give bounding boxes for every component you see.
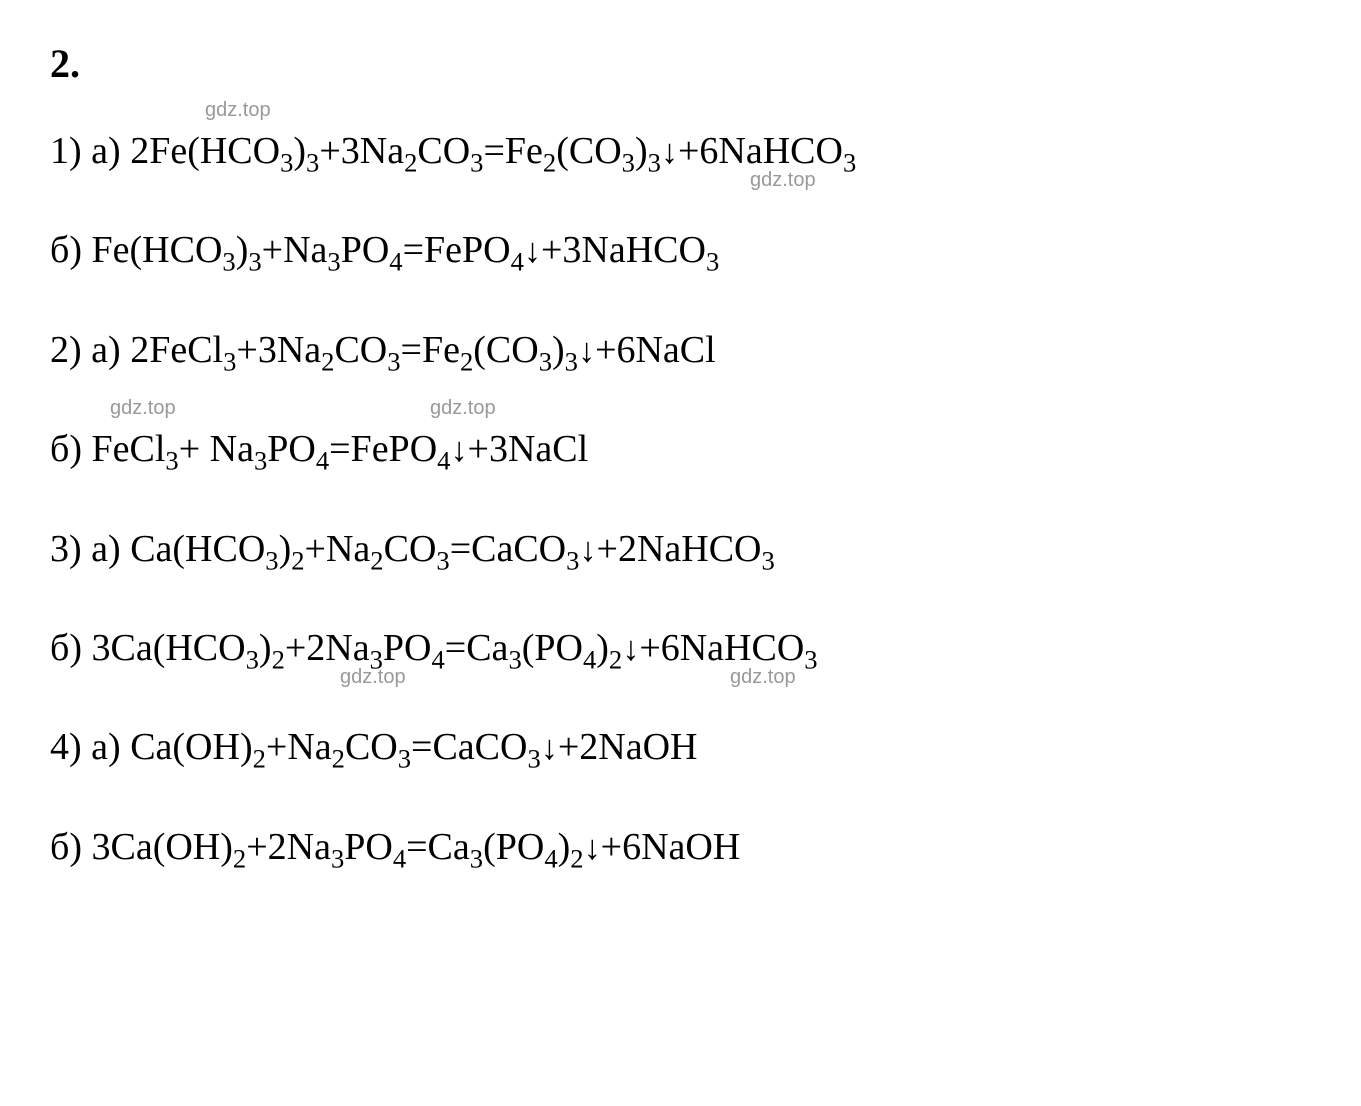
equation-label: 3) а)	[50, 528, 130, 570]
equation-block: 4) а) Ca(OH)2+Na2CO3=CaCO3↓+2NaOH	[50, 723, 1311, 772]
equation-label: 4) а)	[50, 726, 130, 768]
equation-label: б)	[50, 627, 92, 669]
equation-block: б) FeCl3+ Na3PO4=FePO4↓+3NaClgdz.topgdz.…	[50, 425, 1311, 474]
equation-line: 1) а) 2Fe(HCO3)3+3Na2CO3=Fe2(CO3)3↓+6NaH…	[50, 127, 1311, 176]
equation-formula: 3Ca(HCO3)2+2Na3PO4=Ca3(PO4)2↓+6NaHCO3	[92, 627, 818, 669]
equation-label: б)	[50, 826, 92, 868]
equation-line: б) 3Ca(OH)2+2Na3PO4=Ca3(PO4)2↓+6NaOH	[50, 823, 1311, 872]
watermark-text: gdz.top	[730, 666, 796, 689]
watermark-text: gdz.top	[205, 99, 271, 122]
equation-block: б) 3Ca(HCO3)2+2Na3PO4=Ca3(PO4)2↓+6NaHCO3…	[50, 624, 1311, 673]
equation-formula: Ca(OH)2+Na2CO3=CaCO3↓+2NaOH	[130, 726, 697, 768]
equation-line: б) Fe(HCO3)3+Na3PO4=FePO4↓+3NaHCO3	[50, 226, 1311, 275]
watermark-text: gdz.top	[340, 666, 406, 689]
equation-block: б) Fe(HCO3)3+Na3PO4=FePO4↓+3NaHCO3	[50, 226, 1311, 275]
equation-formula: 2Fe(HCO3)3+3Na2CO3=Fe2(CO3)3↓+6NaHCO3	[130, 130, 856, 172]
equation-block: б) 3Ca(OH)2+2Na3PO4=Ca3(PO4)2↓+6NaOH	[50, 823, 1311, 872]
equation-line: 2) а) 2FeCl3+3Na2CO3=Fe2(CO3)3↓+6NaCl	[50, 326, 1311, 375]
equation-formula: Fe(HCO3)3+Na3PO4=FePO4↓+3NaHCO3	[92, 229, 720, 271]
watermark-text: gdz.top	[430, 397, 496, 420]
watermark-text: gdz.top	[750, 169, 816, 192]
equation-line: 3) а) Ca(HCO3)2+Na2CO3=CaCO3↓+2NaHCO3	[50, 525, 1311, 574]
equation-line: 4) а) Ca(OH)2+Na2CO3=CaCO3↓+2NaOH	[50, 723, 1311, 772]
problem-number: 2.	[50, 40, 1311, 87]
equation-label: б)	[50, 229, 92, 271]
equation-label: 1) а)	[50, 130, 130, 172]
equation-label: б)	[50, 428, 92, 470]
equation-block: 1) а) 2Fe(HCO3)3+3Na2CO3=Fe2(CO3)3↓+6NaH…	[50, 127, 1311, 176]
equation-line: б) FeCl3+ Na3PO4=FePO4↓+3NaCl	[50, 425, 1311, 474]
equation-formula: Ca(HCO3)2+Na2CO3=CaCO3↓+2NaHCO3	[130, 528, 775, 570]
equation-line: б) 3Ca(HCO3)2+2Na3PO4=Ca3(PO4)2↓+6NaHCO3	[50, 624, 1311, 673]
equation-formula: 3Ca(OH)2+2Na3PO4=Ca3(PO4)2↓+6NaOH	[92, 826, 741, 868]
equations-container: 1) а) 2Fe(HCO3)3+3Na2CO3=Fe2(CO3)3↓+6NaH…	[50, 127, 1311, 872]
equation-label: 2) а)	[50, 329, 130, 371]
equation-block: 2) а) 2FeCl3+3Na2CO3=Fe2(CO3)3↓+6NaCl	[50, 326, 1311, 375]
watermark-text: gdz.top	[110, 397, 176, 420]
equation-formula: 2FeCl3+3Na2CO3=Fe2(CO3)3↓+6NaCl	[130, 329, 716, 371]
equation-block: 3) а) Ca(HCO3)2+Na2CO3=CaCO3↓+2NaHCO3	[50, 525, 1311, 574]
equation-formula: FeCl3+ Na3PO4=FePO4↓+3NaCl	[92, 428, 589, 470]
